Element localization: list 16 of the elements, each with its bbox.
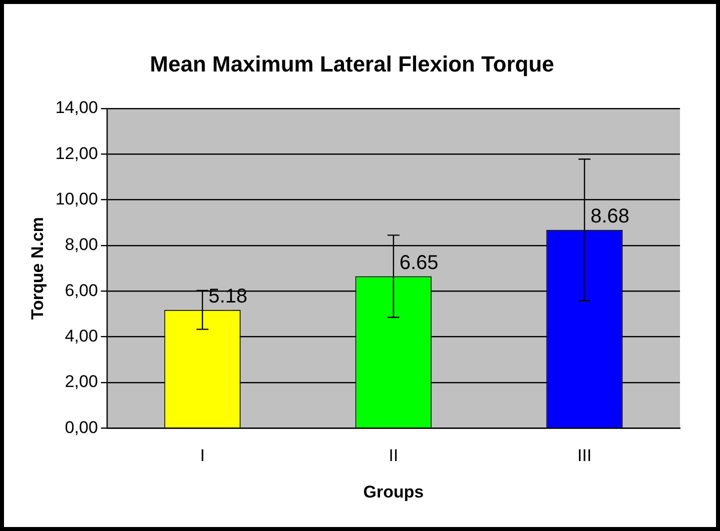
x-axis-title: Groups [363,482,424,502]
y-tick-label: 12,00 [55,144,98,163]
data-label: 8.68 [590,205,630,228]
x-tick-label: II [388,446,398,466]
y-axis-title: Torque N.cm [28,216,47,320]
y-tick-label: 6,00 [64,280,98,300]
data-label: 6.65 [399,252,438,274]
y-tick-label: 0,00 [64,418,98,437]
y-tick-label: 4,00 [64,326,98,346]
y-tick-label: 2,00 [64,372,98,392]
y-tick-label: 14,00 [55,98,98,118]
x-tick-label: III [577,446,592,466]
x-tick-label: I [200,446,205,466]
y-tick-label: 8,00 [64,235,98,254]
chart-title: Mean Maximum Lateral Flexion Torque [150,51,554,76]
y-tick-label: 10,00 [55,189,98,208]
